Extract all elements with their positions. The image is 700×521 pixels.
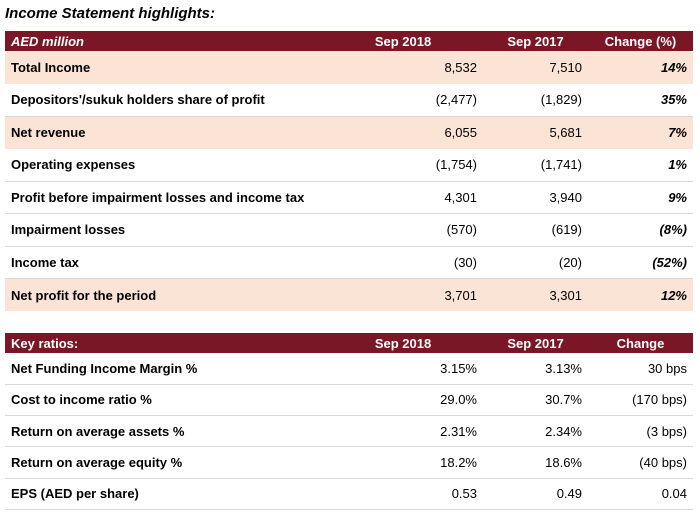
value-sep-2017: 3.13%	[483, 353, 588, 385]
table-row: Total Income 8,532 7,510 14%	[5, 51, 693, 84]
table-row: Return on average equity % 18.2% 18.6% (…	[5, 446, 693, 479]
value-sep-2018: (30)	[323, 246, 483, 279]
value-change: 9%	[588, 181, 693, 214]
row-label: Cost to income ratio %	[5, 384, 323, 417]
value-sep-2018: 3,701	[444, 287, 477, 303]
value-change: 12%	[660, 287, 687, 303]
table-row: Profit before impairment losses and inco…	[5, 181, 693, 214]
table-row: Impairment losses (570) (619) (8%)	[5, 213, 693, 247]
value-sep-2017: 3,301	[549, 287, 582, 303]
value-sep-2017: 0.49	[483, 478, 588, 510]
header-sep-2018: Sep 2018	[374, 33, 432, 49]
value-change: 35%	[588, 83, 693, 117]
value-sep-2017: 2.34%	[483, 415, 588, 448]
income-statement-table: AED million Sep 2018 Sep 2017 Change (%)…	[5, 31, 693, 311]
header-sep-2018: Sep 2018	[374, 335, 432, 351]
table-row: Net Funding Income Margin % 3.15% 3.13% …	[5, 353, 693, 385]
value-change: (52%)	[588, 246, 693, 279]
value-sep-2018: 18.2%	[323, 446, 483, 479]
row-label: Net Funding Income Margin %	[5, 353, 323, 385]
table-row: Return on average assets % 2.31% 2.34% (…	[5, 415, 693, 448]
table-row: EPS (AED per share) 0.53 0.49 0.04	[5, 478, 693, 510]
value-sep-2017: (1,829)	[483, 83, 588, 117]
value-sep-2017: 5,681	[549, 125, 582, 140]
row-label: Return on average assets %	[5, 415, 323, 448]
value-sep-2017: 3,940	[483, 181, 588, 214]
value-change: (3 bps)	[588, 415, 693, 448]
row-label: Profit before impairment losses and inco…	[5, 181, 323, 214]
value-sep-2018: 4,301	[323, 181, 483, 214]
value-sep-2018: (570)	[323, 213, 483, 247]
table-row: Net profit for the period 3,701 3,301 12…	[5, 278, 693, 311]
value-change: 7%	[668, 125, 687, 140]
header-change: Change	[616, 335, 665, 351]
value-sep-2017: (20)	[483, 246, 588, 279]
header-unit: AED million	[11, 33, 84, 49]
row-label: Depositors'/sukuk holders share of profi…	[5, 83, 323, 117]
header-key-ratios: Key ratios:	[11, 335, 79, 351]
value-change: (170 bps)	[588, 384, 693, 417]
table-header-row: AED million Sep 2018 Sep 2017 Change (%)	[5, 31, 693, 51]
value-sep-2018: 2.31%	[323, 415, 483, 448]
value-sep-2018: 29.0%	[323, 384, 483, 417]
key-ratios-table: Key ratios: Sep 2018 Sep 2017 Change Net…	[5, 333, 693, 510]
value-change: (40 bps)	[588, 446, 693, 479]
table-header-row: Key ratios: Sep 2018 Sep 2017 Change	[5, 333, 693, 353]
value-sep-2018: (2,477)	[323, 83, 483, 117]
table-row: Operating expenses (1,754) (1,741) 1%	[5, 148, 693, 182]
row-label: EPS (AED per share)	[5, 478, 323, 510]
value-sep-2017: 7,510	[549, 59, 582, 75]
row-label: Operating expenses	[5, 148, 323, 182]
value-change: 30 bps	[588, 353, 693, 385]
value-change: 1%	[588, 148, 693, 182]
value-sep-2017: (619)	[483, 213, 588, 247]
row-label: Net revenue	[11, 125, 86, 140]
value-sep-2018: 3.15%	[323, 353, 483, 385]
table-row: Depositors'/sukuk holders share of profi…	[5, 83, 693, 117]
value-change: (8%)	[588, 213, 693, 247]
value-sep-2017: 30.7%	[483, 384, 588, 417]
row-label: Return on average equity %	[5, 446, 323, 479]
header-change: Change (%)	[604, 33, 677, 49]
table-row: Net revenue 6,055 5,681 7%	[5, 116, 693, 149]
row-label: Net profit for the period	[11, 287, 157, 303]
row-label: Total Income	[11, 59, 91, 75]
row-label: Impairment losses	[5, 213, 323, 247]
value-sep-2017: (1,741)	[483, 148, 588, 182]
value-sep-2018: 6,055	[444, 125, 477, 140]
value-sep-2018: 0.53	[323, 478, 483, 510]
value-sep-2018: (1,754)	[323, 148, 483, 182]
header-sep-2017: Sep 2017	[507, 33, 564, 49]
section-title: Income Statement highlights:	[5, 5, 216, 22]
value-sep-2017: 18.6%	[483, 446, 588, 479]
row-label: Income tax	[5, 246, 323, 279]
value-change: 0.04	[588, 478, 693, 510]
header-sep-2017: Sep 2017	[507, 335, 564, 351]
value-change: 14%	[660, 59, 687, 75]
table-row: Cost to income ratio % 29.0% 30.7% (170 …	[5, 384, 693, 417]
table-row: Income tax (30) (20) (52%)	[5, 246, 693, 279]
value-sep-2018: 8,532	[444, 59, 477, 75]
